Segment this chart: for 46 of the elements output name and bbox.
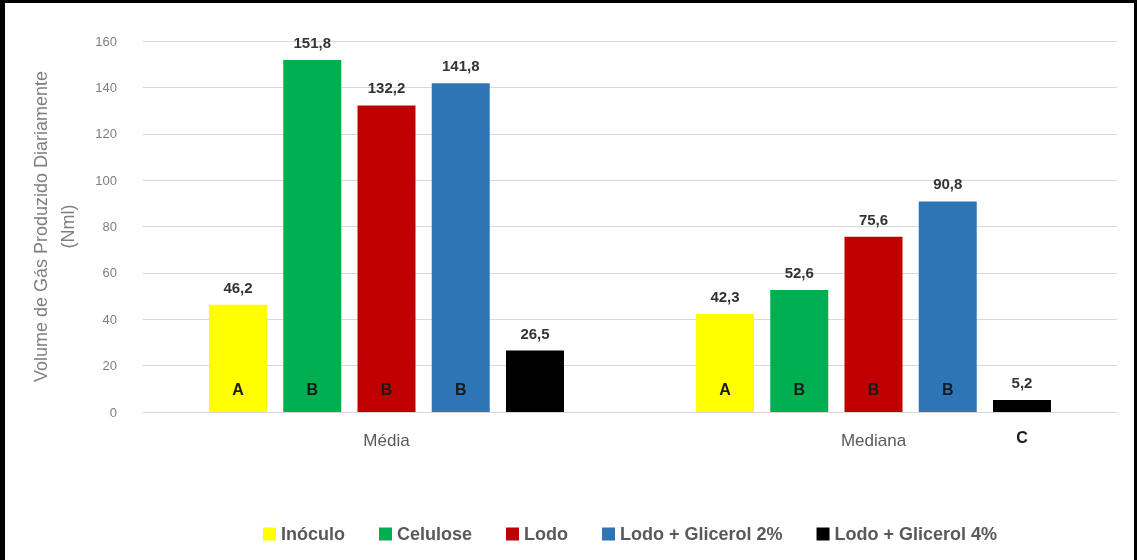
data-label: 52,6 [784,264,814,282]
annotation: B [793,380,806,398]
y-axis-title: Volume de Gás Produzido Diariamente (Nml) [30,70,78,383]
data-label: 26,5 [520,324,550,342]
bar [283,60,342,412]
data-label: 90,8 [933,175,963,193]
bar [431,83,490,412]
legend-label: Lodo [524,524,568,544]
data-label: 46,2 [223,278,253,296]
bar [992,399,1051,412]
legend-label: Lodo + Glicerol 4% [834,524,998,544]
y-tick-label: 80 [102,219,117,234]
y-tick-label: 20 [102,358,117,374]
text: C [1016,428,1029,446]
annotation: B [454,380,467,398]
x-tick-label: Média [363,431,411,450]
data-label: 75,6 [858,210,889,228]
data-label: 141,8 [441,57,480,75]
annotation: A [232,380,245,398]
data-label: 42,3 [710,287,740,305]
bar [770,290,829,412]
bar [357,105,416,412]
y-tick-label: 0 [109,404,117,420]
data-label: 5,2 [1011,373,1033,391]
annotation: B [941,380,954,398]
legend-label: Lodo + Glicerol 2% [620,524,783,544]
y-tick-label: 140 [95,79,117,95]
legend-label: Inóculo [281,524,345,544]
bar [209,304,268,412]
legend-label: Celulose [396,524,473,544]
annotation: B [380,380,393,398]
x-tick-label: Mediana [840,431,907,450]
data-label: 132,2 [367,79,406,97]
y-tick-label: 60 [102,265,117,281]
annotation: B [306,380,319,398]
y-tick-label: 100 [95,172,117,188]
data-label: 151,8 [293,34,332,52]
bar [844,236,903,412]
annotation: A [719,380,732,398]
bar [918,201,977,412]
y-tick-label: 120 [95,126,117,142]
annotation: B [867,380,880,398]
bar [505,350,564,412]
y-tick-label: 40 [102,311,117,327]
bar [696,313,755,412]
y-tick-label: 160 [95,33,117,49]
